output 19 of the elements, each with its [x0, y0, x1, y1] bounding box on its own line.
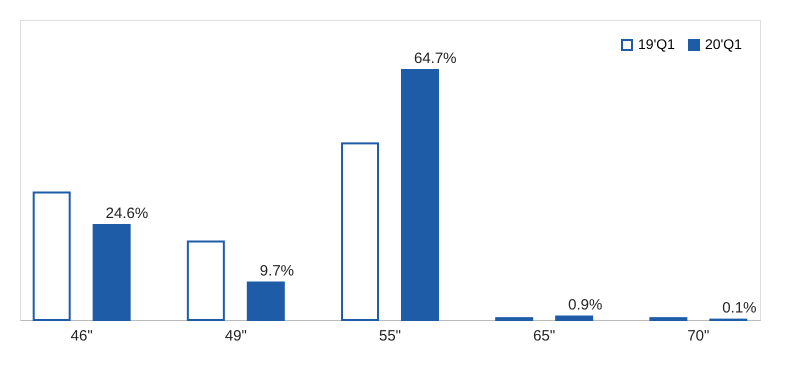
bar — [186, 240, 225, 321]
x-tick-label: 70" — [687, 328, 710, 344]
legend-label: 20'Q1 — [705, 36, 742, 52]
bar — [555, 316, 594, 321]
bar — [32, 191, 71, 321]
x-tick-label: 49" — [224, 328, 247, 344]
bar — [246, 282, 285, 321]
data-label: 0.9% — [568, 296, 602, 314]
legend-label: 19'Q1 — [638, 36, 676, 52]
bar — [400, 69, 439, 321]
bar — [341, 142, 380, 321]
data-label: 24.6% — [106, 204, 148, 222]
data-label: 9.7% — [260, 262, 294, 280]
x-tick-label: 46" — [70, 328, 93, 344]
x-tick-label: 65" — [533, 328, 556, 344]
x-tick-label: 55" — [378, 328, 402, 344]
data-label: 0.1% — [722, 300, 757, 317]
data-label: 64.7% — [414, 50, 457, 67]
bar — [92, 224, 131, 321]
